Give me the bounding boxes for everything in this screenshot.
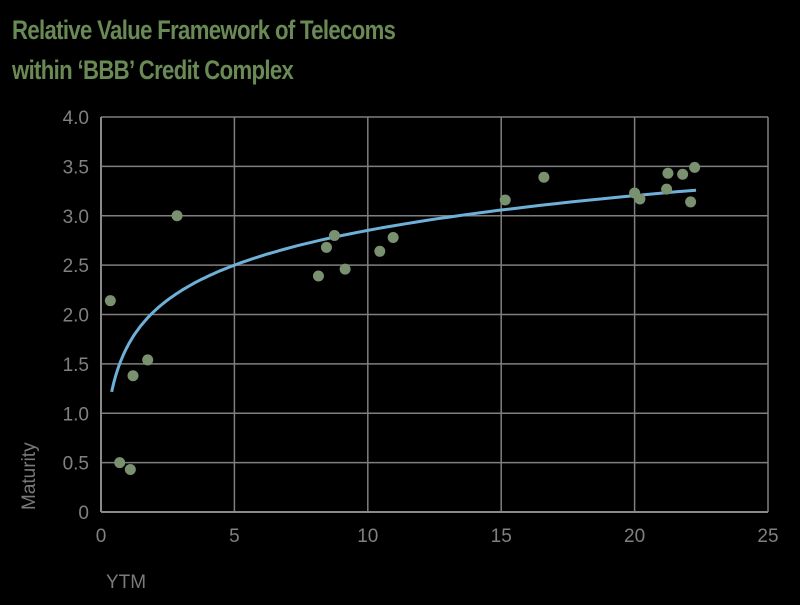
x-tick-label: 15 [491, 526, 512, 547]
chart-title-line1: Relative Value Framework of Telecoms [12, 15, 396, 45]
chart-title-line2: within ‘BBB’ Credit Complex [12, 55, 294, 85]
y-tick-label: 3.5 [63, 157, 89, 178]
y-tick-label: 0.5 [63, 454, 89, 475]
y-axis-ticks: 0 0.5 1.0 1.5 2.0 2.5 3.0 3.5 4.0 [63, 108, 89, 524]
data-point [114, 457, 126, 469]
data-point [677, 168, 689, 180]
data-point [127, 370, 139, 382]
y-tick-label: 2.5 [63, 256, 89, 277]
x-tick-label: 10 [357, 526, 378, 547]
y-tick-label: 2.0 [63, 306, 89, 327]
data-point [328, 230, 340, 241]
y-tick-label: 3.0 [63, 207, 89, 228]
data-point [171, 210, 183, 222]
data-point [499, 194, 511, 206]
data-point [387, 231, 399, 243]
y-axis-label: Maturity [19, 442, 40, 510]
data-point [685, 196, 697, 208]
x-tick-label: 0 [96, 526, 107, 547]
grid-lines [100, 116, 769, 513]
x-axis-ticks: 0 5 10 15 20 25 [96, 526, 779, 547]
data-point [662, 167, 674, 179]
chart-title: Relative Value Framework of Telecoms wit… [12, 10, 396, 90]
y-tick-label: 1.0 [63, 404, 89, 425]
x-tick-label: 20 [624, 526, 645, 547]
x-axis-label: YTM [106, 572, 146, 593]
data-point [634, 193, 646, 205]
x-tick-label: 25 [757, 526, 778, 547]
data-point [104, 295, 116, 307]
data-point [661, 183, 673, 195]
x-tick-label: 5 [229, 526, 240, 547]
data-point [320, 241, 332, 253]
data-point [142, 354, 154, 366]
trendline [110, 188, 697, 393]
data-points [104, 161, 701, 476]
data-point [374, 245, 386, 257]
y-tick-label: 1.5 [63, 355, 89, 376]
data-point [339, 263, 351, 275]
y-tick-label: 0 [78, 503, 89, 524]
data-point [124, 464, 136, 476]
data-point [312, 270, 324, 282]
data-point [538, 171, 550, 183]
y-tick-label: 4.0 [63, 108, 89, 129]
data-point [689, 161, 701, 173]
